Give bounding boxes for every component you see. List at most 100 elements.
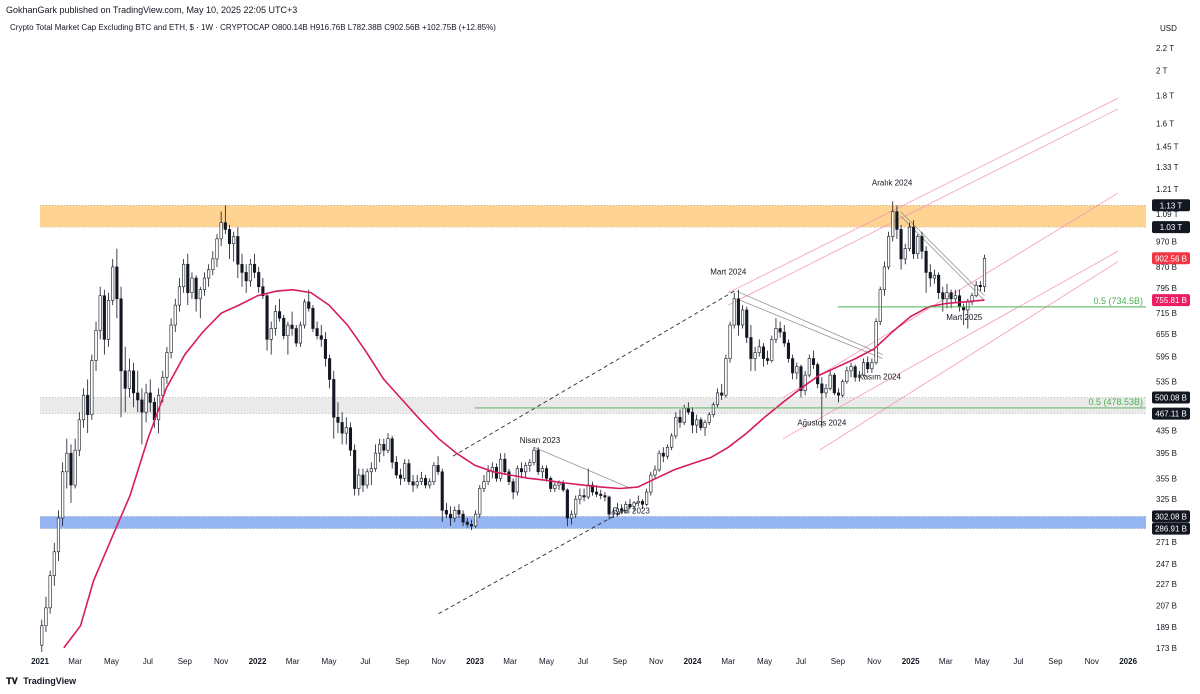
candle-body	[428, 481, 432, 486]
candle-body	[632, 502, 636, 507]
candle-body	[519, 468, 524, 473]
x-tick-label: Sep	[395, 657, 410, 666]
price-tag-label: 902.56 B	[1155, 254, 1187, 263]
x-tick-label: May	[321, 657, 336, 666]
candle-body	[724, 358, 728, 396]
candle-body	[403, 463, 407, 479]
candle-body	[148, 392, 152, 403]
y-tick-label: 2 T	[1156, 67, 1168, 76]
candle-body	[628, 504, 632, 507]
candle-body	[853, 366, 857, 378]
candle-body	[423, 478, 428, 486]
candle-body	[232, 236, 236, 245]
candle-body	[177, 286, 181, 306]
brand-name: TradingView	[23, 676, 77, 686]
candle-body	[56, 517, 61, 553]
price-tag-bg	[1152, 407, 1190, 420]
candle-body	[269, 328, 273, 340]
candle-body	[861, 362, 866, 376]
candle-body	[791, 358, 795, 374]
trendline-dashed-long-channel-upper	[452, 289, 737, 457]
candle-body	[469, 524, 473, 527]
candle-body	[69, 452, 73, 486]
candle-body	[544, 468, 549, 479]
candle-body	[219, 222, 223, 240]
x-tick-label: Sep	[1048, 657, 1063, 666]
candle-body	[48, 575, 52, 609]
x-tick-label: 2021	[31, 657, 49, 666]
x-tick-label: Nov	[214, 657, 228, 666]
candle-body	[828, 374, 832, 389]
price-tag-label: 1.03 T	[1160, 223, 1183, 232]
candle-body	[86, 394, 90, 415]
candle-body	[257, 272, 261, 288]
candle-body	[820, 383, 824, 394]
annotation-label: Eylül 2023	[612, 506, 650, 515]
candle-body	[507, 471, 511, 482]
candle-body	[98, 295, 102, 331]
price-tag-label: 467.11 B	[1155, 410, 1186, 419]
candle-body	[211, 258, 215, 270]
x-tick-label: May	[104, 657, 119, 666]
ma-line	[63, 288, 985, 649]
candle-body	[415, 481, 419, 486]
candle-body	[90, 360, 94, 415]
candle-body	[903, 248, 907, 260]
candle-body	[866, 362, 870, 370]
price-tag-label: 500.08 B	[1155, 394, 1187, 403]
candle-body	[286, 324, 290, 336]
candle-body	[599, 493, 603, 496]
y-tick-label: 970 B	[1156, 237, 1177, 246]
candle-body	[169, 324, 173, 353]
annotations-layer: Nisan 2023 Eylül 2023 Mart 2024 Ağustos 202…	[520, 178, 983, 515]
candle-body	[386, 438, 390, 451]
trendline-falling-trendline-2023	[533, 446, 632, 489]
x-tick-label: Jul	[578, 657, 588, 666]
price-tag-bg	[1152, 510, 1190, 523]
candle-body	[795, 366, 799, 374]
x-tick-label: Sep	[178, 657, 193, 666]
candle-body	[640, 501, 645, 505]
candle-body	[311, 308, 315, 329]
candle-body	[373, 452, 378, 469]
candle-body	[603, 495, 607, 498]
y-tick-label: 271 B	[1156, 538, 1177, 547]
currency-label: USD	[1160, 24, 1177, 33]
candle-body	[891, 211, 895, 237]
trendline-pink-channel-outer-2	[728, 108, 1119, 306]
trendline-pink-channel-outer	[728, 97, 1119, 294]
candle-body	[144, 392, 148, 413]
candle-body	[344, 427, 348, 434]
x-tick-label: Mar	[68, 657, 82, 666]
candle-body	[761, 346, 765, 359]
x-tick-label: 2026	[1119, 657, 1137, 666]
x-tick-label: Mar	[939, 657, 953, 666]
trendline-falling-trendline-2025	[900, 211, 985, 297]
candle-body	[786, 342, 791, 359]
candle-body	[332, 379, 336, 418]
candle-body	[532, 449, 536, 463]
brand-footer[interactable]: 𝐓𝐕 TradingView	[6, 676, 76, 687]
candle-body	[766, 358, 770, 361]
candle-body	[81, 394, 86, 421]
ma-layer	[63, 288, 985, 649]
y-tick-label: 655 B	[1156, 330, 1177, 339]
x-tick-label: Jul	[360, 657, 370, 666]
fib-label: 0.5 (478.53B)	[1088, 397, 1143, 407]
candle-body	[620, 508, 624, 511]
y-tick-label: 355 B	[1156, 474, 1177, 483]
candle-body	[44, 607, 48, 627]
x-tick-label: May	[757, 657, 772, 666]
candle-body	[874, 321, 878, 363]
x-tick-label: May	[975, 657, 990, 666]
candle-body	[244, 272, 248, 282]
x-tick-label: 2025	[902, 657, 920, 666]
x-tick-label: Nov	[1085, 657, 1099, 666]
candle-body	[870, 362, 874, 370]
candle-body	[753, 352, 757, 359]
x-tick-label: 2022	[249, 657, 267, 666]
candle-body	[102, 295, 106, 340]
candle-body	[524, 465, 528, 473]
candle-body	[461, 513, 465, 523]
